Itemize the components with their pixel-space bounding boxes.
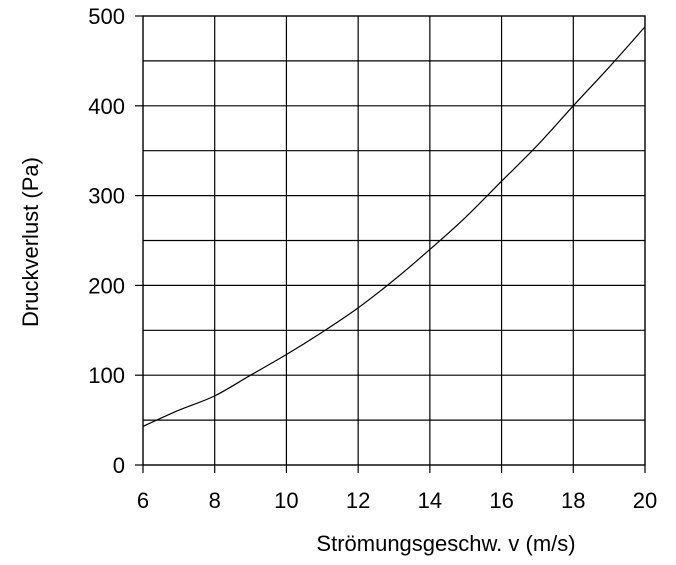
- y-tick-label: 400: [88, 94, 125, 119]
- y-tick-label: 100: [88, 363, 125, 388]
- x-axis-ticks: 6 8 10 12 14 16 18 20: [137, 465, 657, 513]
- x-tick-label: 18: [561, 488, 585, 513]
- y-tick-label: 0: [113, 453, 125, 478]
- y-axis-ticks: 0 100 200 300 400 500: [88, 4, 143, 478]
- y-tick-label: 200: [88, 273, 125, 298]
- x-tick-label: 12: [346, 488, 370, 513]
- x-tick-label: 6: [137, 488, 149, 513]
- y-tick-label: 300: [88, 184, 125, 209]
- x-tick-label: 20: [633, 488, 657, 513]
- plot-border: [142, 15, 646, 466]
- x-tick-label: 16: [489, 488, 513, 513]
- x-tick-label: 8: [209, 488, 221, 513]
- y-tick-label: 500: [88, 4, 125, 29]
- x-tick-label: 14: [418, 488, 442, 513]
- series-line: [142, 26, 646, 427]
- grid: [143, 16, 645, 465]
- series-layer: [142, 26, 646, 427]
- x-axis-label: Strömungsgeschw. v (m/s): [316, 531, 575, 556]
- y-axis-label: Druckverlust (Pa): [18, 157, 43, 327]
- x-tick-label: 10: [274, 488, 298, 513]
- plot-frame: [142, 15, 646, 466]
